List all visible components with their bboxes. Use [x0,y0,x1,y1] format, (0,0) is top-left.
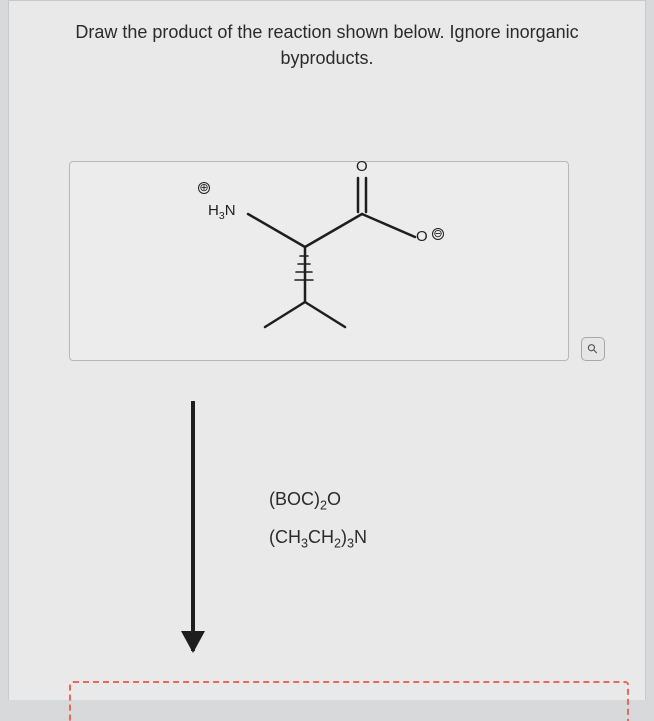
product-answer-box[interactable] [69,681,629,721]
worksheet-page: Draw the product of the reaction shown b… [8,0,646,700]
plus-charge-icon: ⊕ [198,182,210,194]
carbonyl-oxygen-label: O [356,158,368,175]
carboxylate-oxygen-label: O [416,228,428,245]
reagent-2: (CH3CH2)3N [269,519,367,557]
minus-charge-icon: ⊖ [432,228,444,240]
reagent-1: (BOC)2O [269,481,367,519]
amine-label: H3N [208,202,236,222]
molecule-svg [70,162,570,362]
prompt-line-2: byproducts. [280,48,373,68]
reagents-block: (BOC)2O (CH3CH2)3N [269,481,367,557]
question-prompt: Draw the product of the reaction shown b… [9,1,645,71]
prompt-line-1: Draw the product of the reaction shown b… [75,22,578,42]
reactant-structure-box: H3N ⊕ O O ⊖ [69,161,569,361]
zoom-button[interactable]: ⚲ [581,337,605,361]
magnifier-icon: ⚲ [584,340,602,358]
reaction-arrow [191,401,195,651]
